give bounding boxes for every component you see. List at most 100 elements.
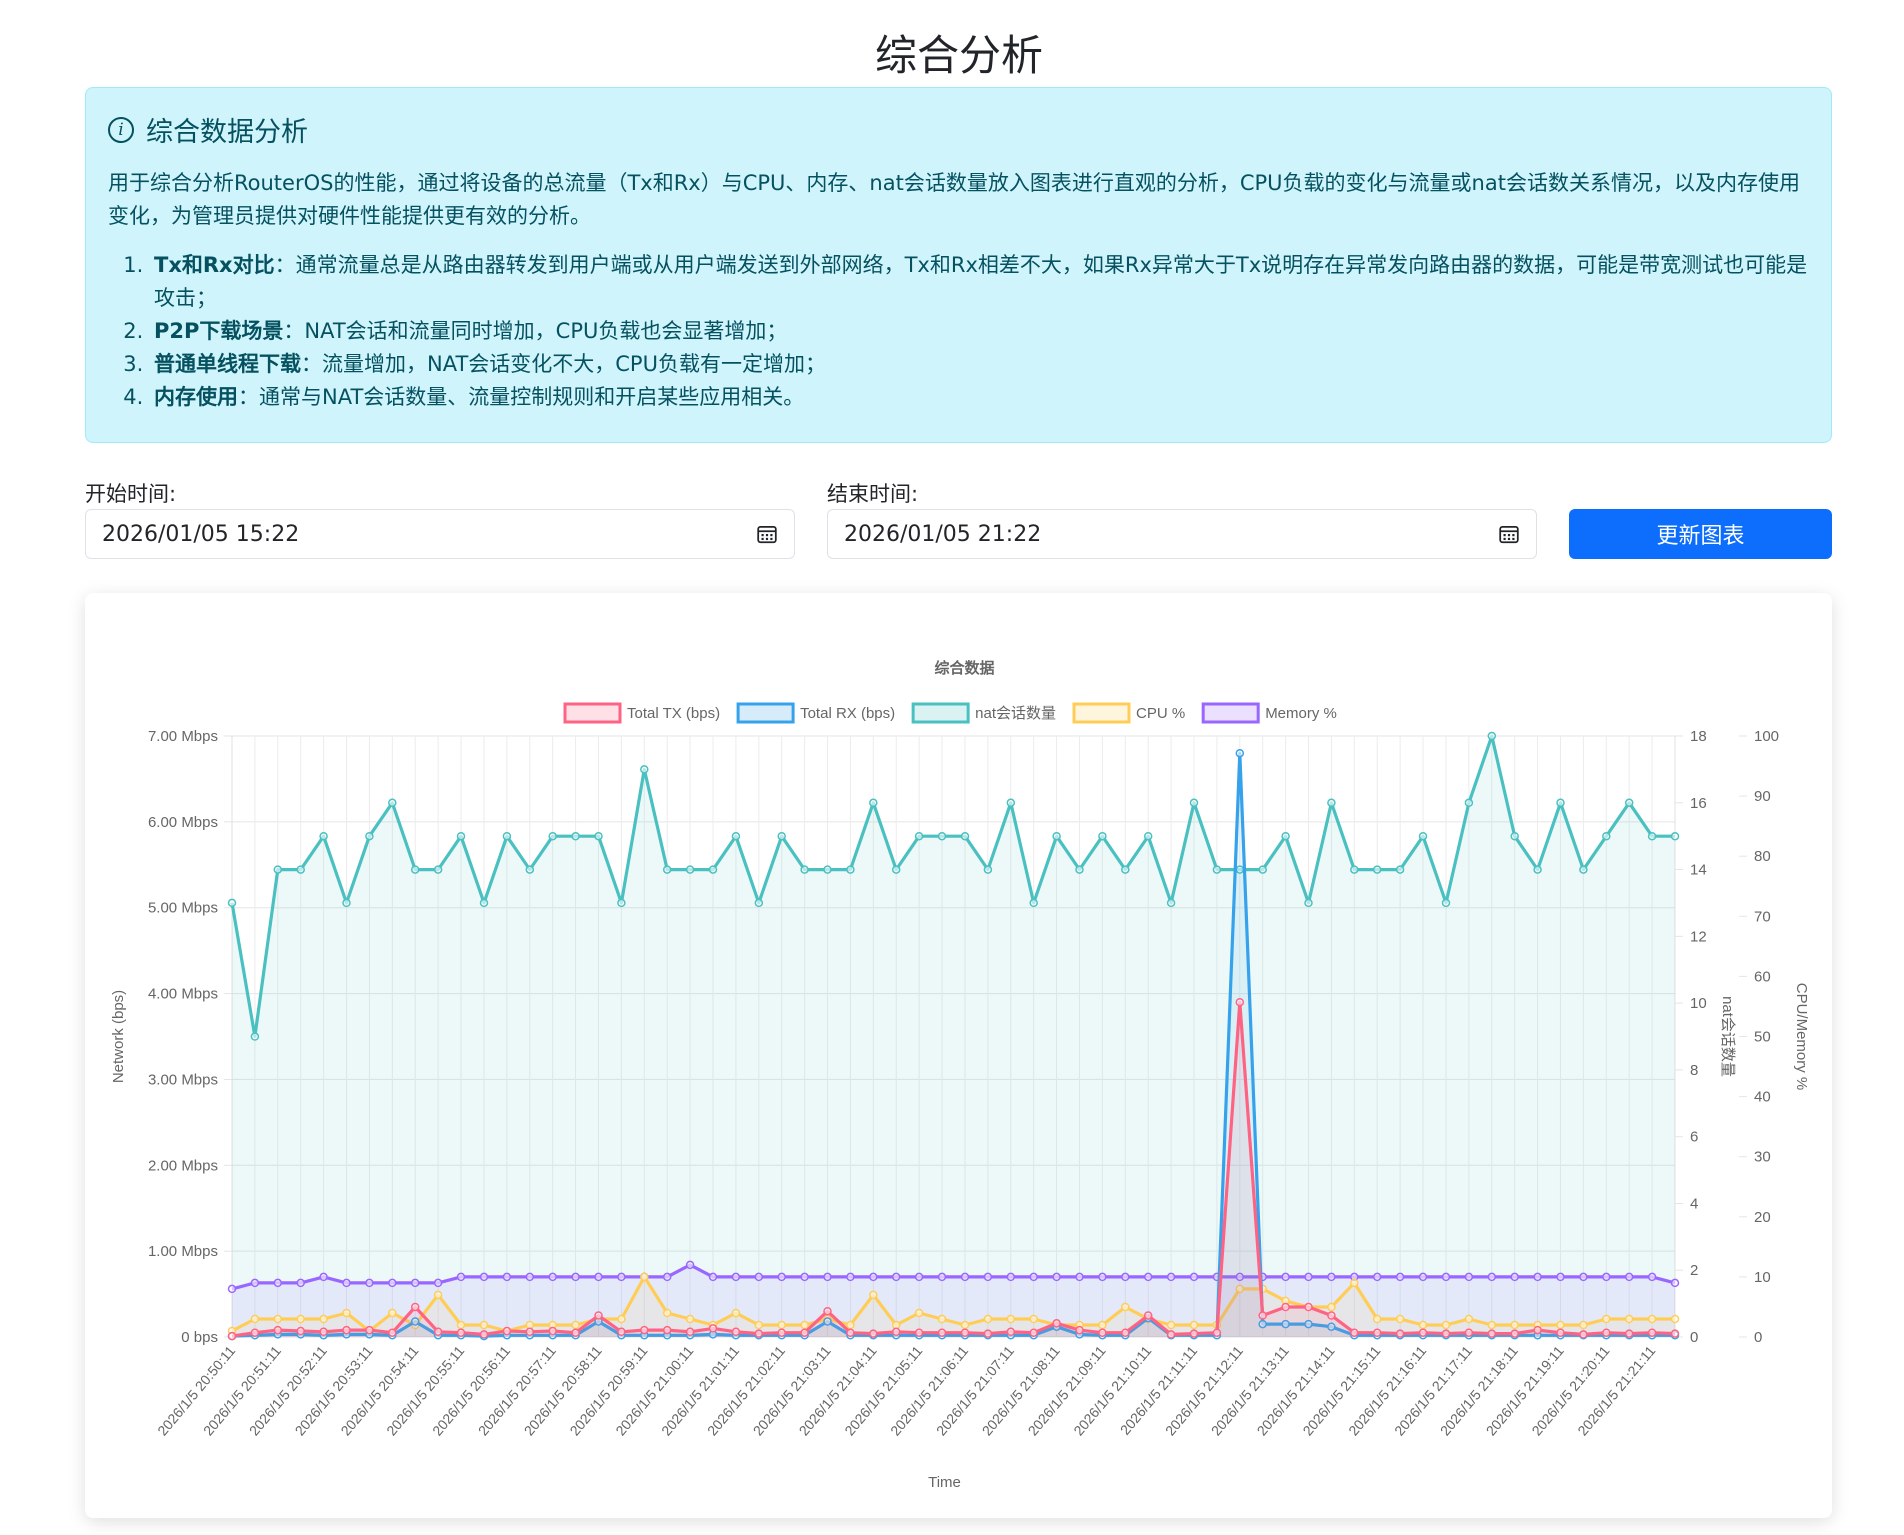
y-left-tick-label: 7.00 Mbps <box>148 728 218 745</box>
x-tick-label: 2026/1/5 21:05:11 <box>841 1342 925 1438</box>
y-left-tick-label: 2.00 Mbps <box>148 1157 218 1174</box>
y-right1-tick-label: 18 <box>1690 728 1707 745</box>
data-point <box>914 1328 924 1337</box>
data-point <box>937 1314 947 1324</box>
data-point <box>594 1272 603 1282</box>
end-time-input[interactable]: 2026/01/05 21:22 <box>827 509 1537 559</box>
data-point <box>1143 1311 1153 1320</box>
y-right2-tick-label: 50 <box>1754 1029 1771 1046</box>
data-point <box>1121 1302 1130 1312</box>
legend-label: Total RX (bps) <box>800 705 895 722</box>
data-point <box>1441 1329 1451 1338</box>
data-point <box>1624 1314 1634 1324</box>
data-point <box>1212 1328 1222 1337</box>
alert-item-term: P2P下载场景 <box>154 319 284 343</box>
data-point <box>388 1328 397 1337</box>
data-point <box>1281 831 1290 841</box>
data-point <box>1029 1272 1038 1282</box>
combined-chart: 综合数据 Total TX (bps) Total RX (bps) nat会话数量 C… <box>110 659 1810 1491</box>
start-time-input[interactable]: 2026/01/05 15:22 <box>85 509 795 559</box>
data-point <box>1350 1328 1359 1337</box>
alert-heading-text: 综合数据分析 <box>146 117 308 148</box>
data-point <box>983 1329 993 1338</box>
data-point <box>319 831 328 841</box>
data-point <box>1350 1278 1359 1288</box>
y-right1-tick-label: 16 <box>1690 795 1707 812</box>
alert-list-item: 普通单线程下载：流量增加，NAT会话变化不大，CPU负载有一定增加； <box>150 348 1809 381</box>
data-point <box>754 1329 764 1338</box>
data-point <box>1579 1272 1588 1282</box>
series-line <box>230 734 1675 1039</box>
data-point <box>800 1328 809 1337</box>
data-point <box>1052 1319 1061 1328</box>
data-point <box>1006 1327 1016 1337</box>
y-right1-axis-title: nat会话数量 <box>1719 996 1736 1077</box>
data-point <box>640 1325 649 1335</box>
data-point <box>1327 1311 1336 1320</box>
data-point <box>960 1320 970 1330</box>
x-tick-label: 2026/1/5 20:51:11 <box>200 1342 284 1438</box>
data-point <box>1327 1322 1336 1331</box>
data-point <box>1075 1272 1084 1282</box>
x-tick-label: 2026/1/5 21:04:11 <box>795 1342 879 1438</box>
data-point <box>1121 1272 1130 1282</box>
data-point <box>1327 798 1336 808</box>
data-point <box>617 1272 626 1282</box>
calendar-icon[interactable] <box>756 523 778 545</box>
update-chart-button[interactable]: 更新图表 <box>1569 509 1832 559</box>
start-time-label: 开始时间: <box>85 482 177 506</box>
data-point <box>433 865 443 874</box>
alert-item-term: 普通单线程下载 <box>154 352 301 376</box>
data-point <box>1212 865 1222 874</box>
y-right2-tick-label: 20 <box>1754 1209 1771 1226</box>
data-point <box>365 831 374 841</box>
data-point <box>731 1327 741 1337</box>
alert-item-text: ：通常与NAT会话数量、流量控制规则和开启某些应用相关。 <box>238 385 805 409</box>
x-tick-label: 2026/1/5 21:00:11 <box>612 1342 696 1438</box>
data-point <box>1189 798 1199 808</box>
data-point <box>1327 1272 1336 1282</box>
y-left-tick-label: 1.00 Mbps <box>148 1243 218 1260</box>
y-right2-tick-label: 10 <box>1754 1269 1771 1286</box>
y-right1-tick-label: 14 <box>1690 862 1707 879</box>
x-tick-label: 2026/1/5 20:55:11 <box>383 1342 467 1438</box>
data-point <box>937 1272 947 1282</box>
data-point <box>410 1278 420 1288</box>
x-tick-label: 2026/1/5 21:17:11 <box>1391 1342 1475 1438</box>
data-point <box>708 1272 718 1282</box>
data-point <box>250 1278 260 1288</box>
legend-label: CPU % <box>1136 705 1185 722</box>
data-point <box>365 1325 374 1335</box>
data-point <box>342 1325 351 1335</box>
calendar-icon[interactable] <box>1498 523 1520 545</box>
data-point <box>1510 1329 1519 1338</box>
data-point <box>525 1327 535 1337</box>
data-point <box>1052 1272 1061 1282</box>
data-point <box>1647 1272 1657 1282</box>
data-point <box>617 1327 626 1337</box>
data-point <box>1670 1278 1680 1288</box>
x-tick-label: 2026/1/5 20:53:11 <box>292 1342 376 1438</box>
data-point <box>525 865 535 874</box>
y-left-tick-label: 3.00 Mbps <box>148 1071 218 1088</box>
y-right2-tick-label: 30 <box>1754 1149 1771 1166</box>
data-point <box>1304 1272 1313 1282</box>
x-tick-label: 2026/1/5 20:58:11 <box>521 1342 605 1438</box>
data-point <box>754 898 764 908</box>
data-point <box>1441 1320 1451 1330</box>
data-point <box>1258 1319 1267 1329</box>
x-tick-label: 2026/1/5 20:56:11 <box>429 1342 513 1438</box>
data-point <box>983 1314 993 1324</box>
data-point <box>960 1328 970 1337</box>
data-point <box>662 1325 672 1335</box>
data-point <box>1464 1272 1474 1282</box>
data-point <box>914 831 924 841</box>
data-point <box>571 1328 580 1337</box>
data-point <box>433 1290 443 1300</box>
data-point <box>1189 1320 1199 1330</box>
data-point <box>342 898 351 908</box>
data-point <box>983 865 993 874</box>
alert-heading: i 综合数据分析 <box>108 110 1809 149</box>
data-point <box>960 1272 970 1282</box>
data-point <box>1579 865 1588 874</box>
